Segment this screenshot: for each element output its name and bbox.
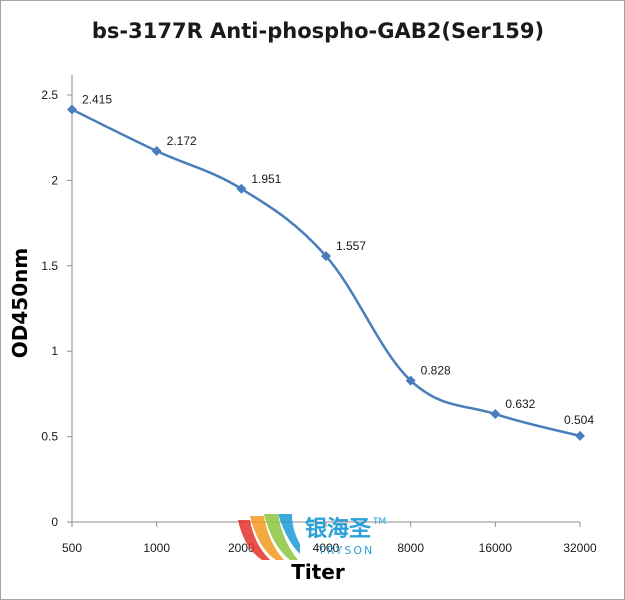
watermark-en: TRYSON [317,544,374,557]
data-point-marker [67,104,77,115]
y-tick-label: 1 [51,344,58,358]
data-point-marker [575,430,585,441]
data-point-marker [321,251,331,262]
x-tick-label: 8000 [397,541,424,555]
watermark-cn: 银海圣 [305,516,372,542]
data-point-marker [490,409,501,420]
y-tick-label: 0.5 [41,430,58,444]
y-tick-label: 1.5 [41,259,58,273]
series-line [71,108,581,438]
data-point-marker [151,146,162,157]
data-label: 2.415 [82,93,112,107]
watermark-tm: TM [372,517,386,527]
y-tick-label: 2.5 [41,88,58,102]
y-tick-label: 2 [51,173,58,187]
data-label: 1.951 [251,172,281,186]
data-label: 2.172 [167,134,197,148]
x-tick-label: 32000 [563,541,597,555]
data-label: 1.557 [336,239,366,253]
data-point-marker [405,375,416,386]
axes [67,75,581,527]
series-group: 2.415 2.172 1.951 1.557 0.828 0.632 0.504 [67,93,594,441]
watermark-logo [238,514,300,560]
y-tick-label: 0 [51,515,58,529]
data-label: 0.632 [505,397,535,411]
data-label: 0.828 [421,364,451,378]
x-tick-label: 1000 [143,541,170,555]
data-point-marker [236,183,247,194]
chart-title: bs-3177R Anti-phospho-GAB2(Ser159) [92,19,544,43]
x-tick-label: 16000 [479,541,513,555]
x-tick-label: 4000 [313,541,340,555]
data-label: 0.504 [564,413,594,427]
x-tick-label: 500 [62,541,82,555]
x-axis-title: Titer [291,560,345,584]
y-axis-title: OD450nm [8,248,32,358]
